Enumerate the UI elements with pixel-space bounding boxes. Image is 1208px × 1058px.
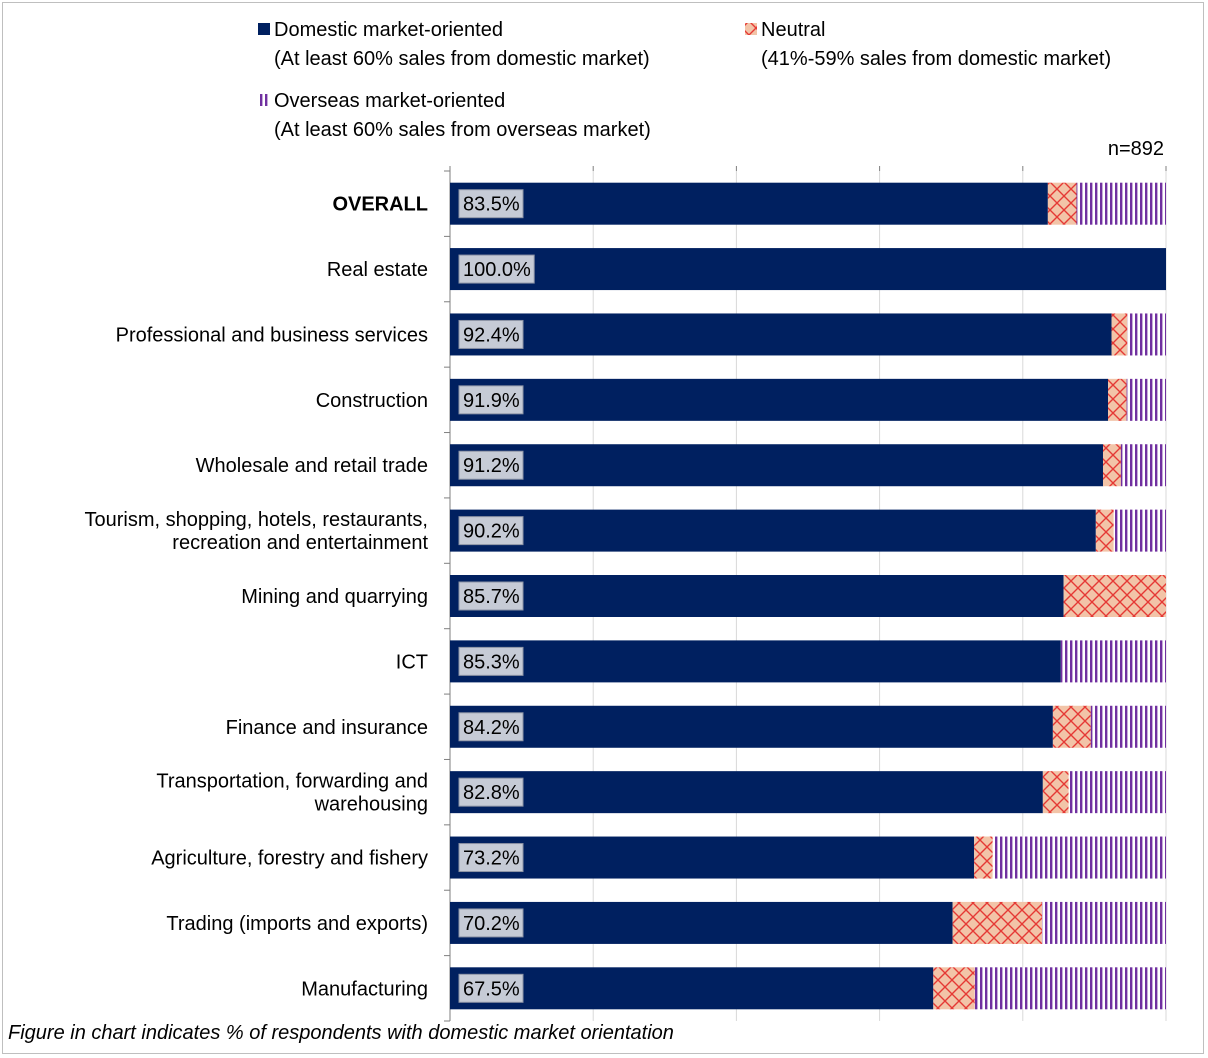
legend-label-domestic: Domestic market-oriented: [274, 19, 503, 41]
bar-segment-neutral: [1108, 378, 1127, 421]
plot-area: 83.5% OVERALL 100.0% Real estate 92.4% Profes…: [84, 166, 1167, 1022]
data-label-box: [458, 319, 524, 349]
bar-segment-domestic: [450, 378, 1109, 421]
data-label-box: [458, 973, 524, 1003]
bar-segment-overseas: [1068, 771, 1166, 814]
category-label: Construction: [316, 390, 428, 412]
data-label-box: [458, 516, 524, 546]
bar-segment-domestic: [450, 836, 975, 879]
legend-item-neutral: Neutral (41%-59% sales from domestic mar…: [745, 19, 1111, 70]
legend-swatch-neutral: [745, 23, 757, 35]
bar-segment-overseas: [1042, 901, 1166, 944]
data-label-box: [458, 646, 524, 676]
data-label: 91.9%: [463, 390, 520, 412]
data-label: 67.5%: [463, 978, 520, 1000]
category-label: Transportation, forwarding and: [156, 771, 428, 793]
sample-size-note: n=892: [1108, 138, 1164, 160]
bar-segment-overseas: [1126, 378, 1166, 421]
legend: Domestic market-oriented (At least 60% s…: [258, 19, 1111, 141]
category-label: ICT: [396, 651, 428, 673]
category-label: OVERALL: [332, 194, 428, 216]
category-label: Agriculture, forestry and fishery: [151, 848, 428, 870]
category-label: Finance and insurance: [226, 717, 428, 739]
data-label-box: [458, 189, 524, 219]
bar-segment-domestic: [450, 640, 1061, 683]
legend-label-neutral: Neutral: [761, 19, 825, 41]
bar-segment-overseas: [992, 836, 1166, 879]
bar-segment-neutral: [933, 967, 975, 1010]
bar-segment-neutral: [1102, 444, 1121, 487]
bar-segment-neutral: [1111, 313, 1128, 356]
legend-swatch-overseas: [258, 94, 270, 106]
data-label: 91.2%: [463, 455, 520, 477]
bar-segment-domestic: [450, 771, 1043, 814]
data-label: 100.0%: [463, 259, 531, 281]
data-label: 84.2%: [463, 717, 520, 739]
bar-segment-domestic: [450, 248, 1166, 291]
category-label: Manufacturing: [301, 978, 428, 1000]
footnote: Figure in chart indicates % of responden…: [8, 1022, 674, 1044]
category-label: warehousing: [314, 794, 428, 816]
data-label-box: [458, 712, 524, 742]
category-label: Wholesale and retail trade: [196, 455, 428, 477]
bar-segment-overseas: [1113, 509, 1166, 552]
bar-segment-overseas: [1076, 182, 1166, 225]
data-label-box: [458, 385, 524, 415]
data-label: 82.8%: [463, 782, 520, 804]
data-label: 83.5%: [463, 194, 520, 216]
category-label: Real estate: [327, 259, 428, 281]
legend-desc-overseas: (At least 60% sales from overseas market…: [274, 119, 651, 141]
bar-segment-neutral: [1095, 509, 1114, 552]
legend-item-domestic: Domestic market-oriented (At least 60% s…: [258, 19, 650, 70]
category-label: Mining and quarrying: [241, 586, 428, 608]
category-label: recreation and entertainment: [172, 532, 428, 554]
bar-segment-domestic: [450, 182, 1048, 225]
legend-swatch-domestic: [258, 23, 270, 35]
legend-desc-domestic: (At least 60% sales from domestic market…: [274, 48, 650, 70]
data-label: 85.3%: [463, 651, 520, 673]
bar-segment-neutral: [1063, 575, 1166, 617]
bar-segment-neutral: [1052, 705, 1091, 748]
data-label: 90.2%: [463, 521, 520, 543]
legend-desc-neutral: (41%-59% sales from domestic market): [761, 48, 1111, 70]
data-label-box: [458, 581, 524, 611]
bar-segment-domestic: [450, 967, 934, 1010]
bar-segment-neutral: [952, 901, 1043, 944]
bar-segment-overseas: [1090, 705, 1166, 748]
data-label-box: [458, 450, 524, 480]
bar-segment-overseas: [1060, 640, 1166, 683]
bar-segment-neutral: [974, 836, 993, 879]
bar-segment-neutral: [1047, 182, 1077, 225]
bar-segment-overseas: [974, 967, 1166, 1010]
data-label: 85.7%: [463, 586, 520, 608]
legend-item-overseas: Overseas market-oriented (At least 60% s…: [258, 90, 651, 141]
bar-segment-domestic: [450, 313, 1112, 356]
bar-segment-domestic: [450, 509, 1096, 552]
data-label: 73.2%: [463, 848, 520, 870]
category-label: Tourism, shopping, hotels, restaurants,: [84, 509, 428, 531]
bar-segment-domestic: [450, 575, 1064, 617]
data-label-box: [458, 908, 524, 938]
data-label-box: [458, 843, 524, 873]
legend-label-overseas: Overseas market-oriented: [274, 90, 505, 112]
bar-segment-neutral: [1042, 771, 1069, 814]
data-label: 70.2%: [463, 913, 520, 935]
data-label: 92.4%: [463, 324, 520, 346]
bar-segment-domestic: [450, 901, 953, 944]
category-label: Trading (imports and exports): [166, 913, 428, 935]
data-label-box: [458, 254, 535, 284]
bar-segment-domestic: [450, 705, 1053, 748]
bar-segment-overseas: [1127, 313, 1166, 356]
category-label: Professional and business services: [116, 324, 428, 346]
data-label-box: [458, 777, 524, 807]
bar-segment-overseas: [1120, 444, 1166, 487]
bar-segment-domestic: [450, 444, 1103, 487]
